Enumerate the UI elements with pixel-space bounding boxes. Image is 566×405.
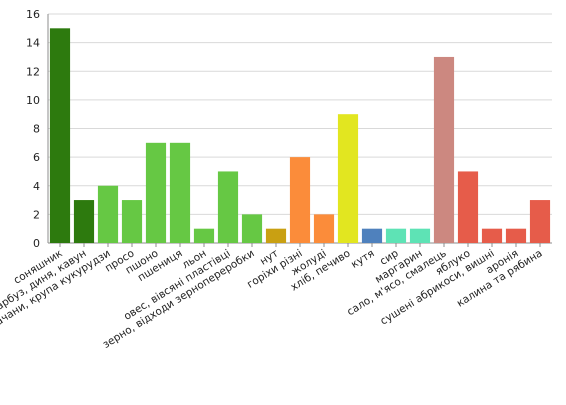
bar-9 (241, 214, 263, 243)
y-tick-label: 0 (33, 237, 40, 250)
bar-17 (433, 56, 455, 243)
bar-8 (217, 171, 239, 243)
x-tick-label: кутя (349, 247, 377, 270)
y-tick-label: 2 (33, 208, 40, 221)
bar-13 (337, 114, 359, 243)
y-tick-label: 16 (26, 8, 40, 21)
bar-12 (313, 214, 335, 243)
bar-11 (289, 157, 311, 243)
bar-21 (529, 200, 551, 243)
bar-10 (265, 228, 287, 243)
bar-16 (409, 228, 431, 243)
bar-3 (97, 185, 119, 243)
bar-2 (73, 200, 95, 243)
bar-6 (169, 142, 191, 243)
y-tick-label: 8 (33, 123, 40, 136)
bar-7 (193, 228, 215, 243)
y-tick-label: 4 (33, 180, 40, 193)
y-tick-label: 14 (26, 37, 40, 50)
bar-5 (145, 142, 167, 243)
y-tick-label: 12 (26, 65, 40, 78)
bar-4 (121, 200, 143, 243)
bar-19 (481, 228, 503, 243)
y-tick-label: 6 (33, 151, 40, 164)
bar-18 (457, 171, 479, 243)
bar-20 (505, 228, 527, 243)
bar-15 (385, 228, 407, 243)
y-tick-label: 10 (26, 94, 40, 107)
bar-14 (361, 228, 383, 243)
bar-1 (49, 28, 71, 243)
